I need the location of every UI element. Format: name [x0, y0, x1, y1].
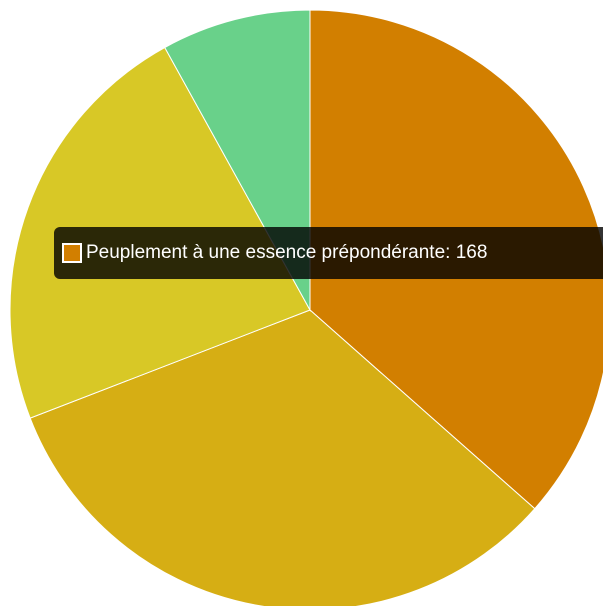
tooltip-color-swatch — [62, 243, 82, 263]
pie-slice-1[interactable] — [29, 309, 536, 606]
chart-tooltip: Peuplement à une essence prépondérante: … — [54, 227, 603, 279]
tooltip-text: Peuplement à une essence prépondérante: … — [86, 242, 488, 263]
